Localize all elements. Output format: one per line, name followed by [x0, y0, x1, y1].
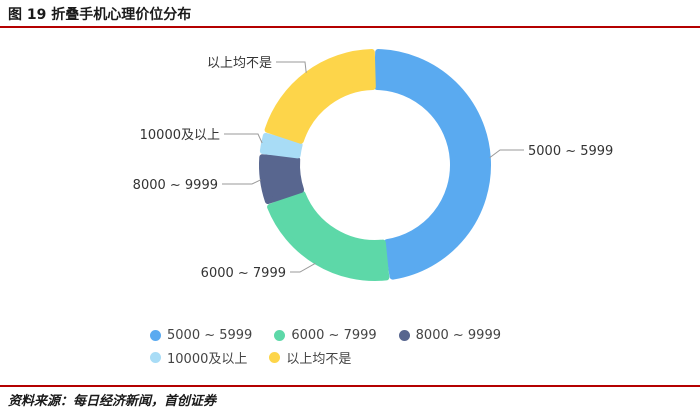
slice-label-4: 以上均不是 [207, 56, 272, 71]
donut-chart: 5000 ~ 5999 6000 ~ 7999 8000 ~ 9999 10000及以… [133, 49, 613, 281]
legend-item-3: 10000及以上 [150, 346, 247, 368]
legend-item-4: 以上均不是 [269, 346, 351, 368]
legend-item-0: 5000 ~ 5999 [150, 324, 252, 346]
slice-label-0: 5000 ~ 5999 [528, 144, 613, 159]
legend-item-1: 6000 ~ 7999 [274, 324, 377, 346]
legend-label-2: 8000 ~ 9999 [415, 327, 501, 343]
legend-label-1: 6000 ~ 7999 [291, 327, 377, 343]
legend-swatch-0 [150, 329, 161, 341]
figure-source: 资料来源：每日经济新闻，首创证券 [8, 394, 217, 409]
legend-label-0: 5000 ~ 5999 [167, 327, 253, 343]
legend-label-3: 10000及以上 [167, 351, 248, 367]
legend-item-2: 8000 ~ 9999 [398, 324, 501, 346]
top-rule [0, 26, 700, 28]
legend-swatch-3 [150, 351, 161, 363]
pie-slice-1 [267, 190, 390, 281]
slice-label-1: 6000 ~ 7999 [201, 266, 286, 281]
chart-legend: 5000 ~ 5999 6000 ~ 7999 8000 ~ 9999 10000及以… [150, 324, 640, 368]
leader-line-1 [290, 262, 316, 273]
bottom-rule [0, 385, 700, 387]
pie-slice-3 [259, 132, 303, 159]
pie-slice-4 [264, 49, 376, 144]
leader-line-3 [224, 133, 263, 144]
legend-swatch-4 [269, 351, 281, 363]
leader-line-4 [276, 61, 307, 73]
legend-label-4: 以上均不是 [286, 351, 352, 367]
legend-swatch-1 [274, 329, 286, 341]
pie-slice-2 [259, 154, 305, 205]
legend-swatch-2 [398, 329, 410, 341]
leader-line-2 [222, 179, 262, 185]
figure-title: 图 19 折叠手机心理价位分布 [8, 7, 192, 23]
leader-line-0 [489, 149, 524, 159]
pie-slice-0 [374, 49, 491, 280]
slice-label-2: 8000 ~ 9999 [133, 178, 218, 193]
slice-label-3: 10000及以上 [140, 128, 220, 143]
